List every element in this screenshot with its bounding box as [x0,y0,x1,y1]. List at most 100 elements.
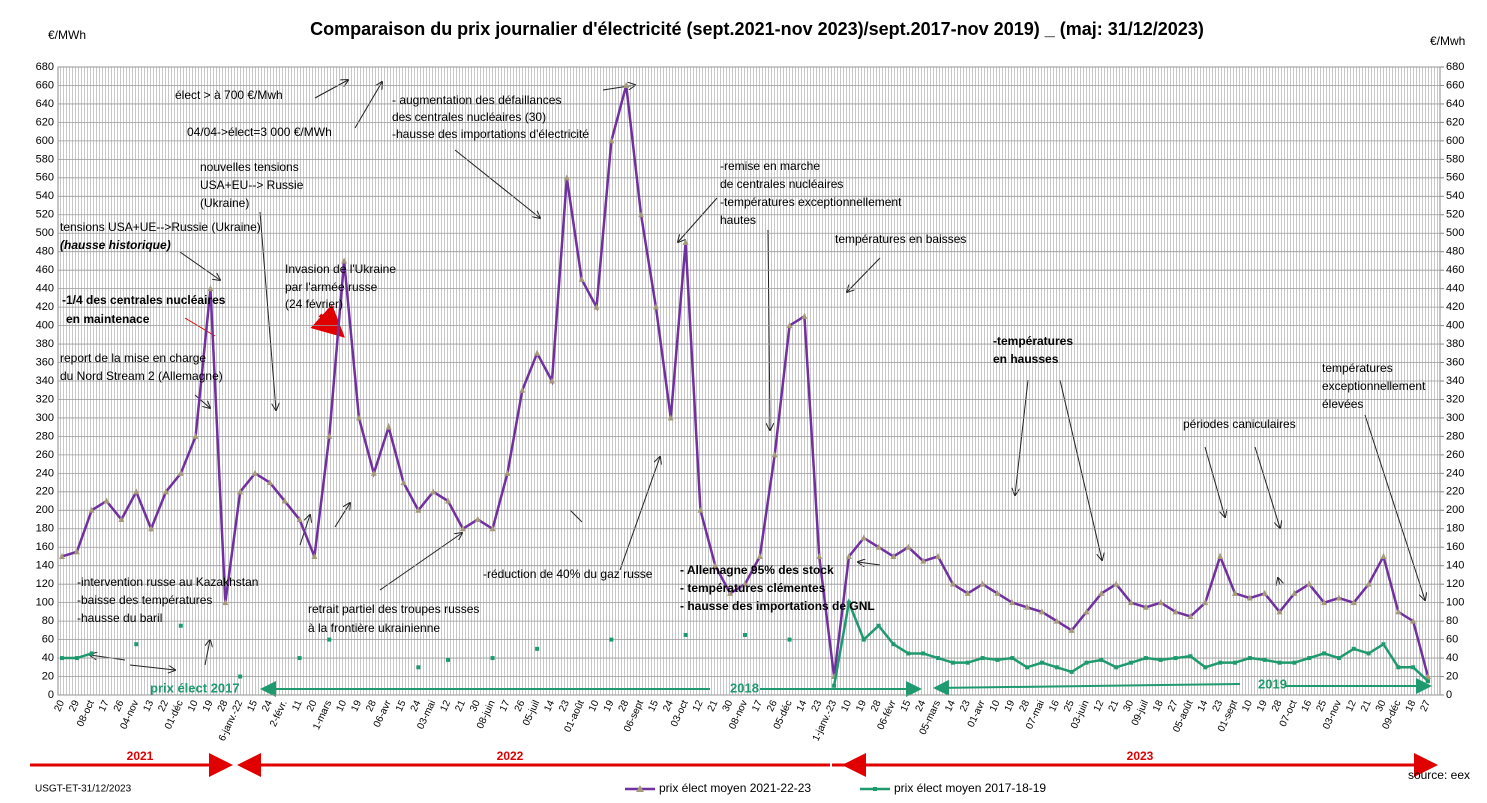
x-tick-label: 28 [869,698,884,713]
point-marker [623,81,630,88]
annotation: (hausse historique) [60,238,171,252]
annotation: USA+EU--> Russie [200,178,304,192]
year-label: 2023 [1127,749,1154,763]
point-marker [921,651,926,656]
annotation: - augmentation des défaillances [392,93,561,107]
author-note: USGT-ET-31/12/2023 [35,784,132,795]
point-marker [1114,665,1119,670]
x-tick-label: 14 [542,698,557,713]
point-marker [712,562,719,569]
x-tick-label: 14 [943,698,958,713]
point-marker [341,257,348,264]
annotation: en maintenace [66,312,150,326]
point-marker [1351,646,1356,651]
point-marker [385,423,392,430]
point-marker [1411,665,1416,670]
point-marker [548,377,555,384]
point-marker [327,637,332,642]
annotation: retrait partiel des troupes russes [308,602,479,616]
y-tick-label: 480 [36,246,54,258]
point-marker [1038,608,1045,615]
point-marker [756,552,763,559]
point-marker [1083,608,1090,615]
point-marker [238,674,243,679]
point-marker [1380,552,1387,559]
x-tick-label: 28 [1270,698,1285,713]
y-tick-label: 620 [36,116,54,128]
x-tick-label: 16 [1300,698,1315,713]
x-tick-label: 12 [691,698,706,713]
x-tick-label: 21 [1107,698,1122,713]
annotation: hautes [720,213,756,227]
x-tick-label: 10 [839,698,854,713]
x-tick-label: 26 [513,698,528,713]
point-marker [252,469,259,476]
point-marker [609,637,614,642]
x-tick-label: 21 [453,698,468,713]
annotation: à la frontière ukrainienne [308,621,440,635]
y2-tick-label: 120 [1446,578,1464,590]
point-marker [192,432,199,439]
y2-tick-label: 20 [1446,670,1458,682]
y-tick-label: 80 [42,615,54,627]
point-marker [103,497,110,504]
x-tick-label: 19 [349,698,364,713]
point-marker [134,642,139,647]
point-marker [727,589,734,596]
y-tick-label: 60 [42,633,54,645]
x-tick-label: 21 [706,698,721,713]
annotation: -hausse du baril [77,611,162,625]
x-tick-label: 14 [795,698,810,713]
y2-tick-label: 440 [1446,283,1464,295]
x-tick-label: 21 [1359,698,1374,713]
y-tick-label: 340 [36,375,54,387]
point-marker [1396,665,1401,670]
point-marker [400,479,407,486]
x-tick-label: 16 [1047,698,1062,713]
point-marker [786,322,793,329]
point-marker [1129,660,1134,665]
point-marker [1277,660,1282,665]
point-marker [1099,657,1104,662]
y-tick-label: 200 [36,504,54,516]
point-marker [950,660,955,665]
point-marker [88,506,95,513]
annotation: températures en baisses [835,232,966,246]
x-tick-label: 23 [1211,698,1226,713]
x-tick-label: 27 [1166,698,1181,713]
x-tick-label: 28 [1018,698,1033,713]
x-tick-label: 12 [1344,698,1359,713]
y-tick-label: 160 [36,541,54,553]
y2-tick-label: 540 [1446,190,1464,202]
y2-tick-label: 60 [1446,633,1458,645]
reference-label: 2019 [1258,676,1287,691]
annotation: des centrales nucléaires (30) [392,110,546,124]
point-marker [995,657,1000,662]
point-marker [1276,608,1283,615]
point-marker [89,651,94,656]
point-marker [1292,660,1297,665]
legend-label: prix élect moyen 2021-22-23 [659,781,811,795]
point-marker [297,656,302,661]
annotation: 04/04->élect=3 000 €/MWh [187,125,332,139]
point-marker [1025,665,1030,670]
x-tick-label: 26 [765,698,780,713]
point-marker [535,646,540,651]
x-tick-label: 12 [1092,698,1107,713]
point-marker [207,285,214,292]
point-marker [416,665,421,670]
point-marker [1172,608,1179,615]
point-marker [1142,603,1149,610]
annotation: températures [1322,361,1393,375]
point-marker [771,451,778,458]
x-tick-label: 10 [1240,698,1255,713]
y2-tick-label: 380 [1446,338,1464,350]
y2-tick-label: 680 [1446,61,1464,73]
point-marker [1410,617,1417,624]
annotation: -réduction de 40% du gaz russe [483,567,653,581]
point-marker [1321,599,1328,606]
point-marker [311,552,318,559]
point-marker [133,488,140,495]
annotation: (24 février) [285,297,343,311]
y-tick-label: 500 [36,227,54,239]
